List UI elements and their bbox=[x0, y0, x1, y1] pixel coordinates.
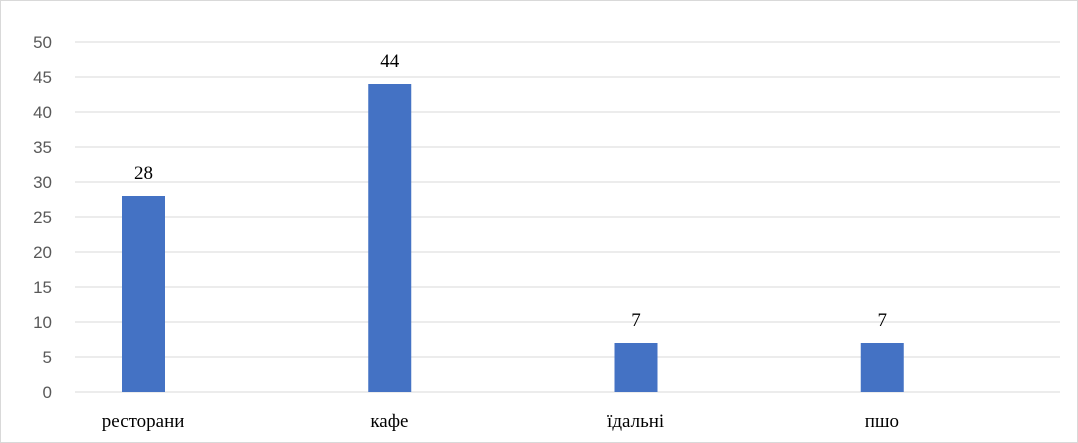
x-tick-label: ресторани bbox=[102, 411, 185, 432]
x-tick-label: пшо bbox=[865, 411, 899, 432]
y-tick-label: 25 bbox=[33, 208, 52, 227]
data-label: 44 bbox=[380, 51, 400, 72]
y-axis-tick-labels: 0 5 10 15 20 25 30 35 40 45 50 bbox=[33, 33, 52, 402]
data-labels: 28 44 7 7 bbox=[134, 51, 887, 331]
gridlines bbox=[75, 41, 1060, 393]
bar-1 bbox=[368, 84, 412, 392]
data-label: 7 bbox=[878, 310, 888, 331]
x-tick-label: їдальні bbox=[607, 411, 664, 432]
y-tick-label: 50 bbox=[33, 33, 52, 52]
bar-2 bbox=[614, 343, 658, 392]
data-label: 28 bbox=[134, 163, 153, 184]
y-tick-label: 35 bbox=[33, 138, 52, 157]
y-tick-label: 5 bbox=[43, 348, 52, 367]
y-tick-label: 0 bbox=[43, 383, 52, 402]
x-axis-tick-labels: ресторани кафе їдальні пшо bbox=[102, 411, 899, 432]
y-tick-label: 15 bbox=[33, 278, 52, 297]
bar-0 bbox=[122, 196, 165, 392]
bar-series bbox=[122, 84, 904, 392]
y-tick-label: 40 bbox=[33, 103, 52, 122]
x-tick-label: кафе bbox=[370, 411, 408, 432]
bar-3 bbox=[860, 343, 904, 392]
y-tick-label: 10 bbox=[33, 313, 52, 332]
data-label: 7 bbox=[631, 310, 641, 331]
y-tick-label: 30 bbox=[33, 173, 52, 192]
y-tick-label: 20 bbox=[33, 243, 52, 262]
y-tick-label: 45 bbox=[33, 68, 52, 87]
